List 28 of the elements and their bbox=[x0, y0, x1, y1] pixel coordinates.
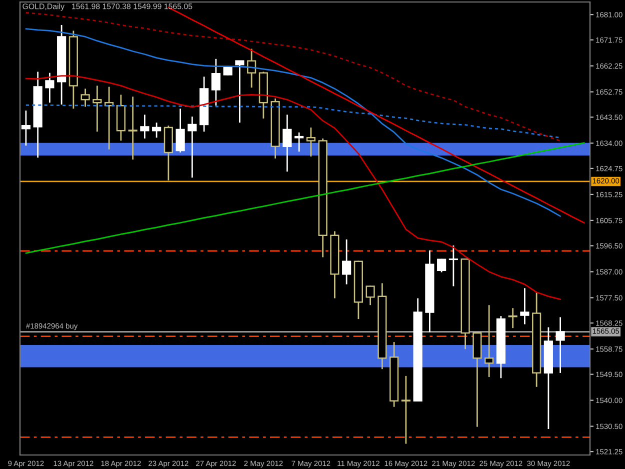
candlestick bbox=[152, 122, 162, 138]
line-series bbox=[25, 75, 562, 300]
candlestick bbox=[188, 116, 197, 178]
candlestick bbox=[247, 48, 256, 88]
candlestick bbox=[140, 114, 150, 140]
candlestick bbox=[128, 96, 138, 160]
candlestick bbox=[176, 108, 185, 154]
candlestick bbox=[294, 132, 304, 152]
candlestick bbox=[342, 238, 352, 285]
candlestick bbox=[45, 72, 54, 104]
candlestick bbox=[366, 284, 375, 306]
candlestick bbox=[401, 375, 410, 444]
candlestick bbox=[92, 85, 102, 132]
line-series bbox=[25, 28, 562, 217]
candlestick bbox=[282, 114, 292, 172]
candlestick bbox=[448, 244, 458, 287]
candlestick bbox=[508, 307, 518, 329]
candlestick bbox=[80, 88, 90, 108]
candlestick bbox=[556, 316, 565, 374]
line-series bbox=[25, 142, 585, 254]
candlestick bbox=[211, 58, 220, 106]
candlestick bbox=[437, 258, 446, 273]
line-series bbox=[25, 12, 562, 142]
candlestick bbox=[306, 126, 316, 158]
candlestick bbox=[235, 60, 244, 124]
candlestick bbox=[21, 110, 30, 146]
candlestick bbox=[520, 287, 530, 325]
candlestick bbox=[484, 304, 494, 378]
